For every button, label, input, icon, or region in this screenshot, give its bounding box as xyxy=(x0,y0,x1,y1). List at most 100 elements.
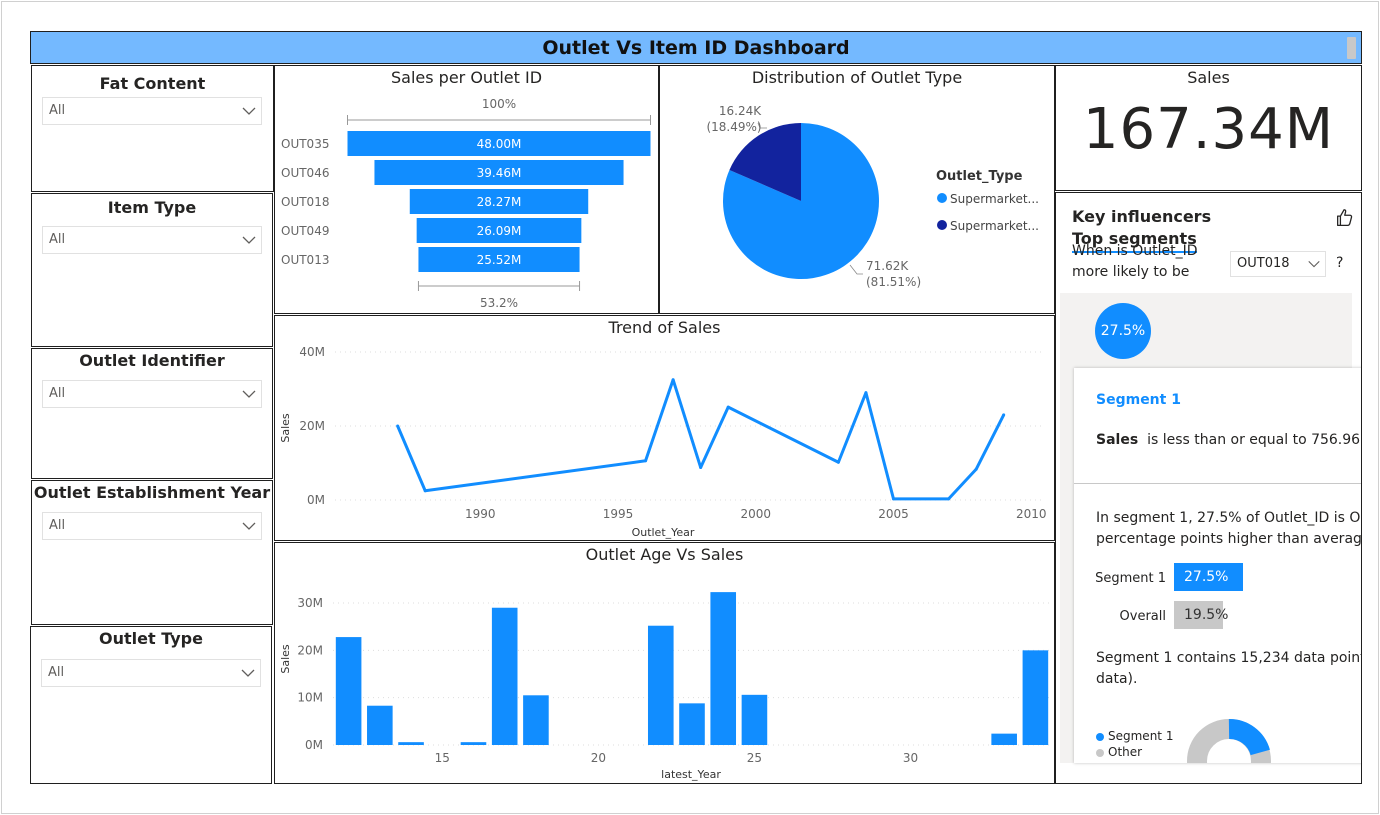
funnel-bar-out013[interactable] xyxy=(418,247,580,272)
divider xyxy=(1074,483,1361,484)
funnel-bar-out018[interactable] xyxy=(409,189,589,214)
dropdown-value: All xyxy=(49,232,66,247)
leader-line xyxy=(757,122,767,129)
funnel-category-label: OUT013 xyxy=(281,253,329,267)
influencer-question: When is Outlet_ID more likely to be xyxy=(1072,241,1198,283)
trend-point-2007[interactable] xyxy=(947,497,951,501)
funnel-bottom-ruler xyxy=(417,281,581,291)
chevron-down-icon xyxy=(242,390,256,398)
legend-other: Other xyxy=(1108,745,1143,759)
trend-point-2004[interactable] xyxy=(864,391,868,395)
legend-item-2[interactable]: Supermarket... xyxy=(950,219,1039,233)
outlet-type-dropdown[interactable]: All xyxy=(41,659,261,687)
funnel-category-label: OUT046 xyxy=(281,166,329,180)
x-axis-label: Outlet_Year xyxy=(632,526,695,539)
x-tick-label: 2005 xyxy=(878,507,909,521)
outlet-id-select[interactable]: OUT018 xyxy=(1230,251,1326,277)
chevron-down-icon xyxy=(242,522,256,530)
x-tick-label: 25 xyxy=(747,751,762,765)
x-tick-label: 1990 xyxy=(465,507,496,521)
age-bar-17[interactable] xyxy=(491,607,518,745)
chart-title: Trend of Sales xyxy=(608,318,721,337)
slicer-title: Outlet Identifier xyxy=(79,351,225,370)
kpi-value: 167.34M xyxy=(1082,97,1335,162)
donut-segment xyxy=(1228,719,1270,756)
funnel-category-label: OUT018 xyxy=(281,195,329,209)
age-bar-14[interactable] xyxy=(398,742,424,745)
influencer-tabs: Key influencers Top segments xyxy=(1072,207,1361,253)
help-icon[interactable]: ? xyxy=(1336,255,1344,271)
funnel-bar-out049[interactable] xyxy=(416,218,582,243)
legend-dot xyxy=(937,193,947,203)
bar-label-segment: Segment 1 xyxy=(1095,571,1166,586)
trend-point-1996[interactable] xyxy=(644,459,648,463)
overall-bar: 19.5% xyxy=(1174,601,1228,629)
funnel-category-label: OUT035 xyxy=(281,137,329,151)
age-bar-13[interactable] xyxy=(367,705,393,745)
funnel-bar-value: 39.46M xyxy=(477,166,522,180)
slicer-title: Fat Content xyxy=(99,74,206,93)
trend-point-2005[interactable] xyxy=(891,497,895,501)
segment-rule: Sales is less than or equal to 756.96799… xyxy=(1096,432,1361,448)
item-type-dropdown[interactable]: All xyxy=(42,226,262,254)
x-tick-label: 20 xyxy=(591,751,606,765)
trend-point-1997[interactable] xyxy=(671,378,675,382)
pie-slice-2[interactable] xyxy=(729,123,801,201)
leader-line xyxy=(849,264,863,275)
funnel-bar-value: 25.52M xyxy=(477,253,522,267)
tab-key-influencers[interactable]: Key influencers xyxy=(1072,207,1212,226)
scrollbar-thumb[interactable] xyxy=(1347,37,1356,59)
segment-detail-card: Segment 1 Sales is less than or equal to… xyxy=(1074,368,1361,763)
funnel-bar-out046[interactable] xyxy=(374,160,624,185)
y-tick-label: 10M xyxy=(297,691,323,705)
trend-point-2003[interactable] xyxy=(836,460,840,464)
fat-content-dropdown[interactable]: All xyxy=(42,97,262,125)
sales-kpi-card: Sales 167.34M xyxy=(1055,65,1362,191)
age-bar-24[interactable] xyxy=(710,592,737,745)
dropdown-value: All xyxy=(48,665,65,680)
age-bar-22[interactable] xyxy=(647,625,674,745)
trend-point-1988[interactable] xyxy=(423,489,427,493)
segments-area: 27.5% Segment 1 Sales is less than or eq… xyxy=(1060,293,1361,763)
key-influencers-panel: Key influencers Top segments When is Out… xyxy=(1055,192,1362,784)
legend-item-1[interactable]: Supermarket... xyxy=(950,192,1039,206)
slicer-title: Outlet Establishment Year xyxy=(33,483,271,502)
age-bar-25[interactable] xyxy=(741,694,768,745)
chart-title: Distribution of Outlet Type xyxy=(751,68,963,87)
age-bar-34[interactable] xyxy=(1022,650,1049,745)
dropdown-value: All xyxy=(49,103,66,118)
establishment-year-dropdown[interactable]: All xyxy=(42,512,262,540)
age-bar-23[interactable] xyxy=(679,703,705,745)
x-tick-label: 2000 xyxy=(740,507,771,521)
trend-chart-panel: Trend of Sales 0M 20M 40M 1990 1995 2000 2005… xyxy=(274,315,1055,541)
outlet-identifier-dropdown[interactable]: All xyxy=(42,380,262,408)
age-bar-16[interactable] xyxy=(460,742,487,745)
pie-label-large-value: 71.62K xyxy=(866,259,909,273)
pie-label-small-pct: (18.49%) xyxy=(706,120,761,134)
donut-legend: Segment 1 Other xyxy=(1096,728,1173,760)
trend-point-2008[interactable] xyxy=(974,467,978,471)
y-tick-label: 30M xyxy=(297,596,323,610)
segment-bar: 27.5% xyxy=(1174,563,1243,591)
segment-bubble[interactable]: 27.5% xyxy=(1095,303,1151,359)
chevron-down-icon xyxy=(241,669,255,677)
x-tick-label: 15 xyxy=(435,751,450,765)
funnel-chart: 100% 48.00M OUT035 39.46M OUT046 28.27M OUT01… xyxy=(281,97,651,310)
funnel-bar-out035[interactable] xyxy=(347,131,651,156)
age-chart-panel: Outlet Age Vs Sales 0M 10M 20M 30M 15 20 25 30… xyxy=(274,542,1055,784)
thumbs-up-icon[interactable] xyxy=(1334,207,1356,229)
age-bar-33[interactable] xyxy=(991,733,1017,745)
donut-chart xyxy=(1187,719,1271,763)
age-bar-12[interactable] xyxy=(335,637,362,745)
y-axis-label: Sales xyxy=(279,413,292,443)
sales-trend-line[interactable] xyxy=(396,378,1006,501)
age-bar-18[interactable] xyxy=(523,695,549,745)
trend-point-1999[interactable] xyxy=(726,405,730,409)
question-line-2: more likely to be xyxy=(1072,264,1190,280)
trend-point-2009[interactable] xyxy=(1002,413,1006,417)
trend-point-1987[interactable] xyxy=(396,424,400,428)
trend-point-1998[interactable] xyxy=(699,465,703,469)
pie-label-small-value: 16.24K xyxy=(719,104,762,118)
tab-top-segments[interactable]: Top segments xyxy=(1072,229,1197,253)
